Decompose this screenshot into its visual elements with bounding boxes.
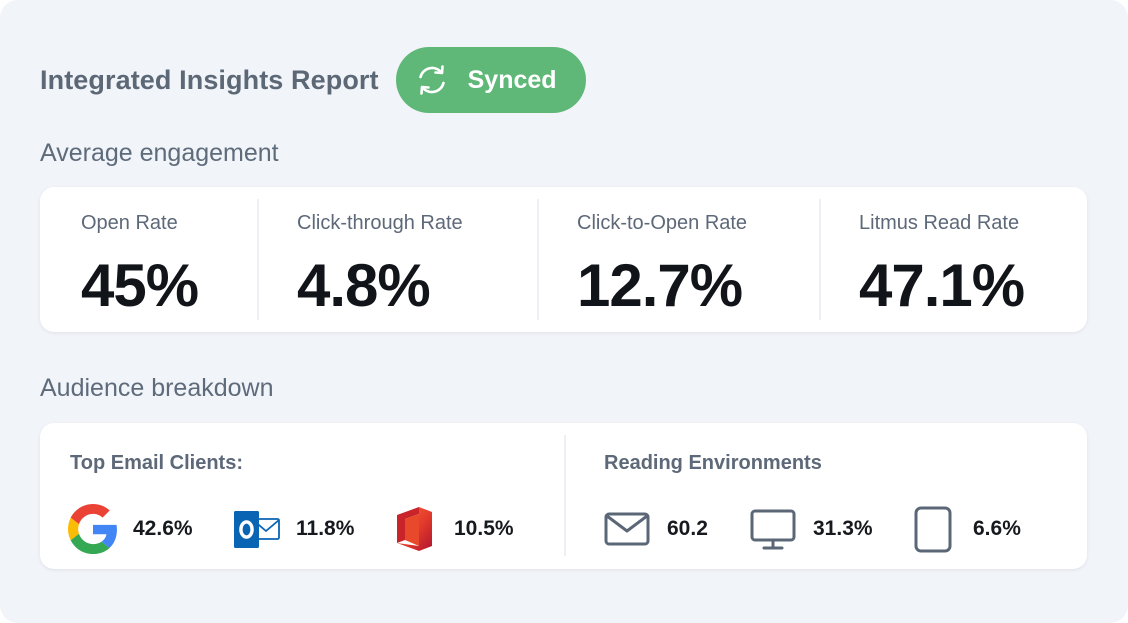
metric-label: Litmus Read Rate bbox=[859, 212, 1020, 234]
tablet-icon bbox=[908, 504, 958, 554]
metric-label: Click-through Rate bbox=[297, 212, 463, 234]
report-header: Integrated Insights Report Synced bbox=[40, 47, 586, 113]
email-clients-title: Top Email Clients: bbox=[70, 452, 243, 474]
office-icon bbox=[389, 504, 439, 554]
group-divider bbox=[564, 435, 566, 556]
envelope-icon bbox=[602, 504, 652, 554]
audience-breakdown-card: Top Email Clients: 42.6% bbox=[40, 423, 1087, 569]
environment-share: 60.2 bbox=[667, 517, 708, 540]
reading-environments-title: Reading Environments bbox=[604, 452, 822, 474]
desktop-monitor-icon bbox=[748, 504, 798, 554]
metric-divider bbox=[257, 199, 259, 320]
engagement-metrics-card: Open Rate 45% Click-through Rate 4.8% Cl… bbox=[40, 187, 1087, 332]
engagement-section-title: Average engagement bbox=[40, 139, 279, 167]
email-client-google: 42.6% bbox=[68, 504, 193, 554]
metric-label: Click-to-Open Rate bbox=[577, 212, 748, 234]
environment-email-app: 60.2 bbox=[602, 504, 708, 554]
sync-status-label: Synced bbox=[467, 65, 557, 94]
refresh-icon bbox=[414, 62, 450, 98]
metric-value: 47.1% bbox=[859, 252, 1025, 319]
environment-tablet: 6.6% bbox=[908, 504, 1021, 554]
sync-status-button[interactable]: Synced bbox=[395, 47, 586, 113]
google-icon bbox=[68, 504, 118, 554]
metric-divider bbox=[537, 199, 539, 320]
email-client-share: 42.6% bbox=[133, 517, 193, 540]
report-title: Integrated Insights Report bbox=[40, 64, 379, 95]
audience-section-title: Audience breakdown bbox=[40, 374, 274, 402]
metric-value: 4.8% bbox=[297, 252, 431, 319]
environment-desktop: 31.3% bbox=[748, 504, 873, 554]
environment-share: 6.6% bbox=[973, 517, 1021, 540]
email-client-share: 10.5% bbox=[454, 517, 514, 540]
outlook-icon bbox=[231, 504, 281, 554]
metric-value: 45% bbox=[81, 252, 199, 319]
metric-label: Open Rate bbox=[81, 212, 178, 234]
metric-value: 12.7% bbox=[577, 252, 743, 319]
environment-share: 31.3% bbox=[813, 517, 873, 540]
email-client-share: 11.8% bbox=[296, 517, 355, 540]
email-client-outlook: 11.8% bbox=[231, 504, 354, 554]
metric-divider bbox=[819, 199, 821, 320]
email-client-office: 10.5% bbox=[389, 504, 514, 554]
